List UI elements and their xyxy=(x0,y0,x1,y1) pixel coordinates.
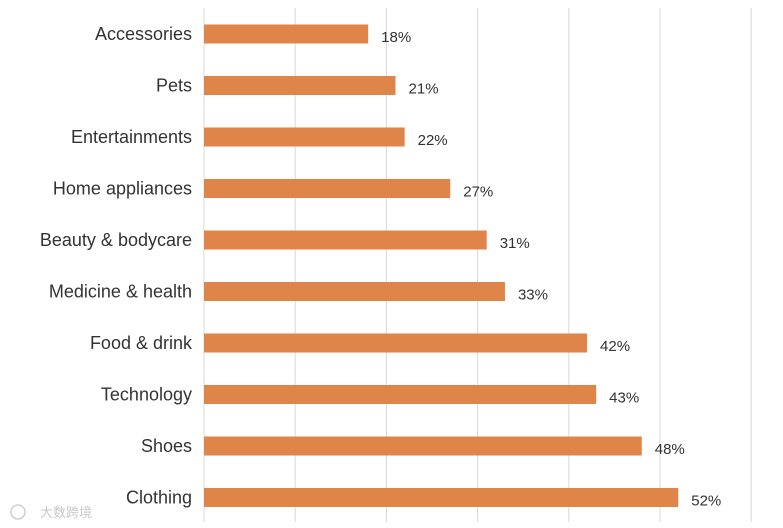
category-labels: Accessories Pets Entertainments Home applia… xyxy=(40,24,193,508)
bar-home-appliances xyxy=(204,179,451,198)
bar-beauty-bodycare xyxy=(204,230,487,250)
data-label: 21% xyxy=(409,81,439,98)
watermark: 大数跨境 xyxy=(10,504,92,521)
bar-pets xyxy=(204,76,396,95)
category-label: Clothing xyxy=(126,488,192,508)
category-label: Technology xyxy=(101,385,192,405)
watermark-text: 大数跨境 xyxy=(40,506,92,521)
data-label: 27% xyxy=(463,184,493,201)
bar-accessories xyxy=(204,24,369,44)
category-label: Home appliances xyxy=(53,179,192,199)
bar-food-drink xyxy=(204,333,588,353)
category-label: Pets xyxy=(156,76,192,96)
bars xyxy=(204,24,679,507)
category-label: Food & drink xyxy=(90,333,193,353)
category-label: Entertainments xyxy=(71,127,192,147)
data-labels: 18% 21% 22% 27% 31% 33% 42% 43% 48% 52% xyxy=(381,29,721,510)
bar-shoes xyxy=(204,436,642,456)
category-label: Shoes xyxy=(141,436,192,456)
category-label: Beauty & bodycare xyxy=(40,230,192,250)
data-label: 22% xyxy=(418,132,448,149)
bar-clothing xyxy=(204,488,679,507)
data-label: 42% xyxy=(600,338,630,355)
watermark-logo-icon xyxy=(10,504,26,520)
data-label: 52% xyxy=(691,493,721,510)
data-label: 18% xyxy=(381,29,411,46)
data-label: 31% xyxy=(500,235,530,252)
data-label: 33% xyxy=(518,287,548,304)
category-label: Accessories xyxy=(95,24,192,44)
data-label: 43% xyxy=(609,390,639,407)
bar-technology xyxy=(204,385,597,404)
bar-medicine-health xyxy=(204,282,505,301)
bar-entertainments xyxy=(204,127,405,147)
data-label: 48% xyxy=(655,441,685,458)
category-label: Medicine & health xyxy=(49,282,192,302)
